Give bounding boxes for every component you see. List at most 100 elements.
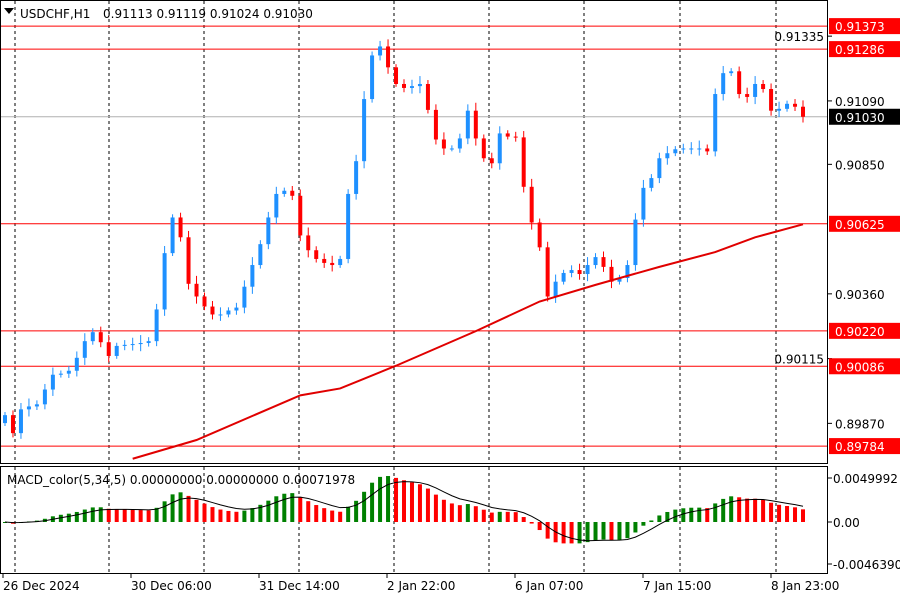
macd-bar <box>274 496 279 522</box>
macd-bar <box>394 477 399 522</box>
bull-candle <box>617 277 622 282</box>
bull-candle <box>777 108 782 111</box>
macd-bar <box>122 509 127 522</box>
collapse-triangle-icon[interactable] <box>4 8 14 14</box>
symbol-label: USDCHF,H1 <box>20 7 90 21</box>
bull-candle <box>170 217 175 254</box>
bear-candle <box>322 258 327 263</box>
macd-bar <box>457 505 462 522</box>
time-label: 31 Dec 14:00 <box>259 579 340 593</box>
macd-bar <box>569 522 574 544</box>
macd-bar <box>146 510 151 522</box>
macd-bar <box>785 505 790 522</box>
macd-bar <box>769 502 774 522</box>
macd-bar <box>585 522 590 543</box>
bear-candle <box>330 262 335 266</box>
macd-bar <box>505 511 510 522</box>
bull-candle <box>42 389 47 405</box>
bull-candle <box>681 148 686 150</box>
bull-candle <box>593 257 598 266</box>
macd-bar <box>577 522 582 544</box>
macd-pane-border <box>0 466 828 574</box>
macd-bar <box>242 510 247 522</box>
macd-bar <box>417 484 422 522</box>
price-tick-label: 0.91090 <box>835 95 885 109</box>
current-price-badge <box>829 108 900 125</box>
macd-bar <box>753 498 758 522</box>
macd-bar <box>290 493 295 522</box>
macd-bar <box>529 522 534 524</box>
time-label: 26 Dec 2024 <box>3 579 80 593</box>
bear-candle <box>290 190 295 196</box>
bear-candle <box>394 67 399 84</box>
macd-bar <box>657 515 662 522</box>
macd-bar <box>713 503 718 522</box>
ohlc-readout: 0.91113 0.91119 0.91024 0.91030 <box>103 7 313 21</box>
bull-candle <box>561 272 566 282</box>
bear-candle <box>433 109 438 140</box>
bear-candle <box>98 332 103 343</box>
bull-candle <box>697 148 702 150</box>
price-tick-label: 0.91335 <box>774 30 824 44</box>
levels <box>0 25 828 447</box>
macd-bar <box>801 509 805 522</box>
macd-bar <box>162 501 167 522</box>
macd-bar <box>210 507 215 522</box>
bear-candle <box>801 106 805 117</box>
macd-bar <box>170 494 175 522</box>
bear-candle <box>314 250 319 259</box>
bear-candle <box>425 83 430 110</box>
macd-bar <box>465 504 470 522</box>
bear-candle <box>178 217 183 238</box>
bear-candle <box>194 283 199 297</box>
macd-bar <box>354 500 359 522</box>
macd-bar <box>362 491 367 522</box>
bull-candle <box>114 345 119 356</box>
bull-candle <box>74 357 79 371</box>
macd-bar <box>537 522 542 531</box>
bull-candle <box>649 178 654 188</box>
price-axis: 0.91335 0.91090 0.90850 0.90360 0.90115 0.898… <box>774 18 900 572</box>
bull-candle <box>18 409 23 434</box>
macd-bar <box>737 497 742 522</box>
bull-candle <box>282 190 287 194</box>
macd-bar <box>489 512 494 522</box>
bull-candle <box>417 83 422 87</box>
level-price-label: 0.91373 <box>835 20 885 34</box>
bull-candle <box>58 373 63 375</box>
bull-candle <box>497 133 502 164</box>
macd-bar <box>745 498 750 522</box>
bull-candle <box>553 281 558 297</box>
bull-candle <box>130 344 135 346</box>
macd-bar <box>633 522 638 533</box>
bull-candle <box>146 341 151 344</box>
macd-bar <box>250 508 255 522</box>
bear-candle <box>737 71 742 95</box>
bull-candle <box>242 286 247 308</box>
bear-candle <box>10 415 15 434</box>
macd-bar <box>226 510 231 522</box>
time-label: 30 Dec 06:00 <box>131 579 212 593</box>
bear-candle <box>705 148 710 152</box>
macd-bar <box>306 501 311 522</box>
bull-candle <box>274 193 279 218</box>
level-price-label: 0.89784 <box>835 440 885 454</box>
level-price-label: 0.91286 <box>835 43 885 57</box>
macd-bar <box>441 499 446 522</box>
level-price-badge <box>829 358 900 375</box>
macd-bar <box>386 476 391 522</box>
level-price-badge <box>829 18 900 35</box>
macd-bar <box>74 511 79 522</box>
level-price-badge <box>829 438 900 455</box>
macd-bar <box>777 504 782 522</box>
macd-bar <box>114 509 119 522</box>
bull-candle <box>465 110 470 139</box>
time-label: 2 Jan 22:00 <box>387 579 455 593</box>
macd-bar <box>641 522 646 526</box>
current-price-label: 0.91030 <box>835 111 885 125</box>
macd-bar <box>66 513 71 522</box>
bull-candle <box>50 374 55 390</box>
bear-candle <box>298 195 303 236</box>
macd-bar <box>649 520 654 522</box>
